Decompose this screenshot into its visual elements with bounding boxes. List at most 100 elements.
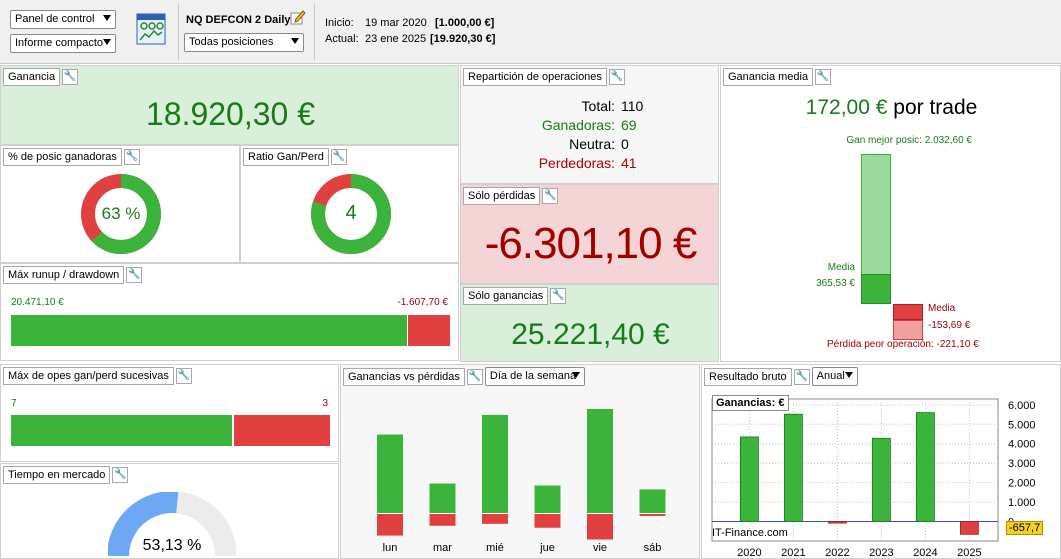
wrench-icon[interactable]: 🔧 [550, 288, 567, 304]
positions-select-value: Todas posiciones [189, 36, 274, 48]
gvp-loss-bar [429, 514, 456, 526]
x-tick: 2022 [825, 547, 849, 559]
wrench-icon[interactable]: 🔧 [62, 69, 79, 85]
avg-win-label: Media [827, 262, 855, 273]
wrench-icon[interactable]: 🔧 [112, 467, 129, 483]
wrench-icon[interactable]: 🔧 [815, 69, 832, 85]
toolbar-divider [314, 4, 315, 60]
wrench-icon[interactable]: 🔧 [123, 149, 140, 165]
runup-panel: Máx runup / drawdown 🔧 20.471,10 € -1.60… [0, 263, 459, 361]
resultado-legend: Ganancias: € [712, 395, 789, 411]
x-tick: 2020 [737, 547, 761, 559]
legend-label: Ganancias: [716, 397, 776, 409]
x-tick: 2023 [869, 547, 893, 559]
gvp-grouping-select[interactable]: Día de la semana [484, 367, 585, 386]
row-label: Total: [581, 98, 615, 114]
positions-select[interactable]: Todas posiciones [184, 33, 304, 52]
last-value-badge: -657,7 [1006, 521, 1044, 535]
wrench-icon[interactable]: 🔧 [330, 149, 347, 165]
chevron-down-icon [103, 15, 111, 21]
solo-perdidas-value: -6.301,10 € [484, 219, 698, 268]
reparticion-row: Total: 110 [461, 97, 718, 116]
panel-header: Ganancia 🔧 [3, 68, 79, 86]
report-select[interactable]: Informe compacto [10, 34, 116, 53]
pct-ganadoras-donut [81, 174, 161, 254]
gvp-loss-bar [482, 514, 508, 524]
gvp-x-tick: sáb [644, 542, 662, 554]
report-icon[interactable] [136, 13, 166, 45]
wrench-icon[interactable]: 🔧 [175, 368, 192, 384]
wins-streak-value: 7 [11, 398, 17, 409]
gvp-win-bar [429, 483, 456, 513]
plot-area [711, 398, 999, 542]
start-label: Inicio: [325, 17, 354, 29]
panel-title: Ganancia [3, 68, 61, 86]
y-tick: 1.000 [1008, 497, 1036, 509]
row-value: 110 [621, 98, 644, 114]
start-date: 19 mar 2020 [365, 17, 427, 29]
edit-icon[interactable] [290, 9, 306, 25]
streak-bar [11, 415, 330, 446]
tiempo-gauge [108, 492, 236, 557]
wrench-icon[interactable]: 🔧 [793, 368, 810, 385]
solo-perdidas-panel: Sólo pérdidas 🔧 -6.301,10 € [460, 184, 719, 284]
panel-header: Ganancias vs pérdidas 🔧 Día de la semana [343, 367, 585, 386]
runup-bar [11, 315, 450, 346]
gvp-x-tick: jue [539, 542, 555, 554]
end-date: 23 ene 2025 [365, 33, 427, 45]
panel-header: Sólo ganancias 🔧 [463, 287, 567, 305]
streak-bar-win [11, 415, 234, 446]
avg-loss-value: -153,69 € [928, 320, 971, 331]
y-tick: 2.000 [1008, 478, 1036, 490]
gvp-x-tick: vie [593, 542, 607, 554]
ganancia-media-headline: 172,00 € por trade [721, 96, 1060, 120]
gvp-x-tick: lun [383, 542, 398, 554]
gvp-win-bar [377, 434, 403, 513]
panel-title: Repartición de operaciones [463, 68, 607, 86]
wrench-icon[interactable]: 🔧 [466, 368, 483, 385]
resultado-chart: 6.0005.0004.0003.0002.0001.0000202020212… [711, 398, 1036, 559]
panel-header: Repartición de operaciones 🔧 [463, 68, 625, 86]
panel-title: Ratio Gan/Perd [243, 148, 329, 166]
row-label: Perdedoras: [538, 155, 615, 171]
resultado-bar [784, 413, 803, 522]
legend-unit: € [778, 397, 785, 409]
toolbar-divider [178, 4, 179, 60]
panel-title: Sólo ganancias [463, 287, 549, 305]
donut-win-arc [81, 174, 161, 254]
end-label: Actual: [325, 33, 359, 45]
reparticion-row: Perdedoras: 41 [461, 154, 718, 173]
y-tick: 4.000 [1008, 439, 1036, 451]
resultado-bar [871, 437, 891, 522]
x-tick: 2024 [913, 547, 937, 559]
gvp-select-value: Día de la semana [489, 370, 577, 382]
watermark: IT-Finance.com [712, 527, 788, 539]
wrench-icon[interactable]: 🔧 [126, 267, 143, 283]
resultado-period-select[interactable]: Anual [811, 367, 858, 386]
ganancia-panel: Ganancia 🔧 18.920,30 € [0, 65, 459, 145]
y-tick: 3.000 [1008, 458, 1036, 470]
strategy-name: NQ DEFCON 2 Daily [186, 14, 291, 26]
view-select[interactable]: Panel de control [10, 10, 116, 29]
gvp-win-bar [639, 489, 666, 513]
row-value: 41 [621, 155, 637, 171]
worst-trade-label: Pérdida peor operación: -221,10 € [827, 339, 979, 350]
streak-bar-loss [234, 415, 330, 446]
chevron-down-icon [291, 38, 299, 44]
runup-bar-win [11, 315, 408, 346]
ganancia-media-suffix: por trade [893, 96, 978, 119]
wrench-icon[interactable]: 🔧 [542, 188, 559, 204]
ganancia-value: 18.920,30 € [145, 96, 316, 132]
wrench-icon[interactable]: 🔧 [608, 69, 625, 85]
gvp-win-bar [482, 414, 508, 513]
avg-loss-bar [893, 304, 923, 320]
end-value: [19.920,30 €] [430, 33, 496, 45]
runup-value: 20.471,10 € [11, 297, 64, 308]
y-tick: 5.000 [1008, 419, 1036, 431]
y-tick: 6.000 [1008, 400, 1036, 412]
panel-header: Ganancia media 🔧 [723, 68, 832, 86]
row-value: 0 [621, 136, 629, 152]
chevron-down-icon [103, 39, 111, 45]
row-label: Neutra: [569, 136, 615, 152]
panel-title: Resultado bruto [704, 367, 792, 386]
